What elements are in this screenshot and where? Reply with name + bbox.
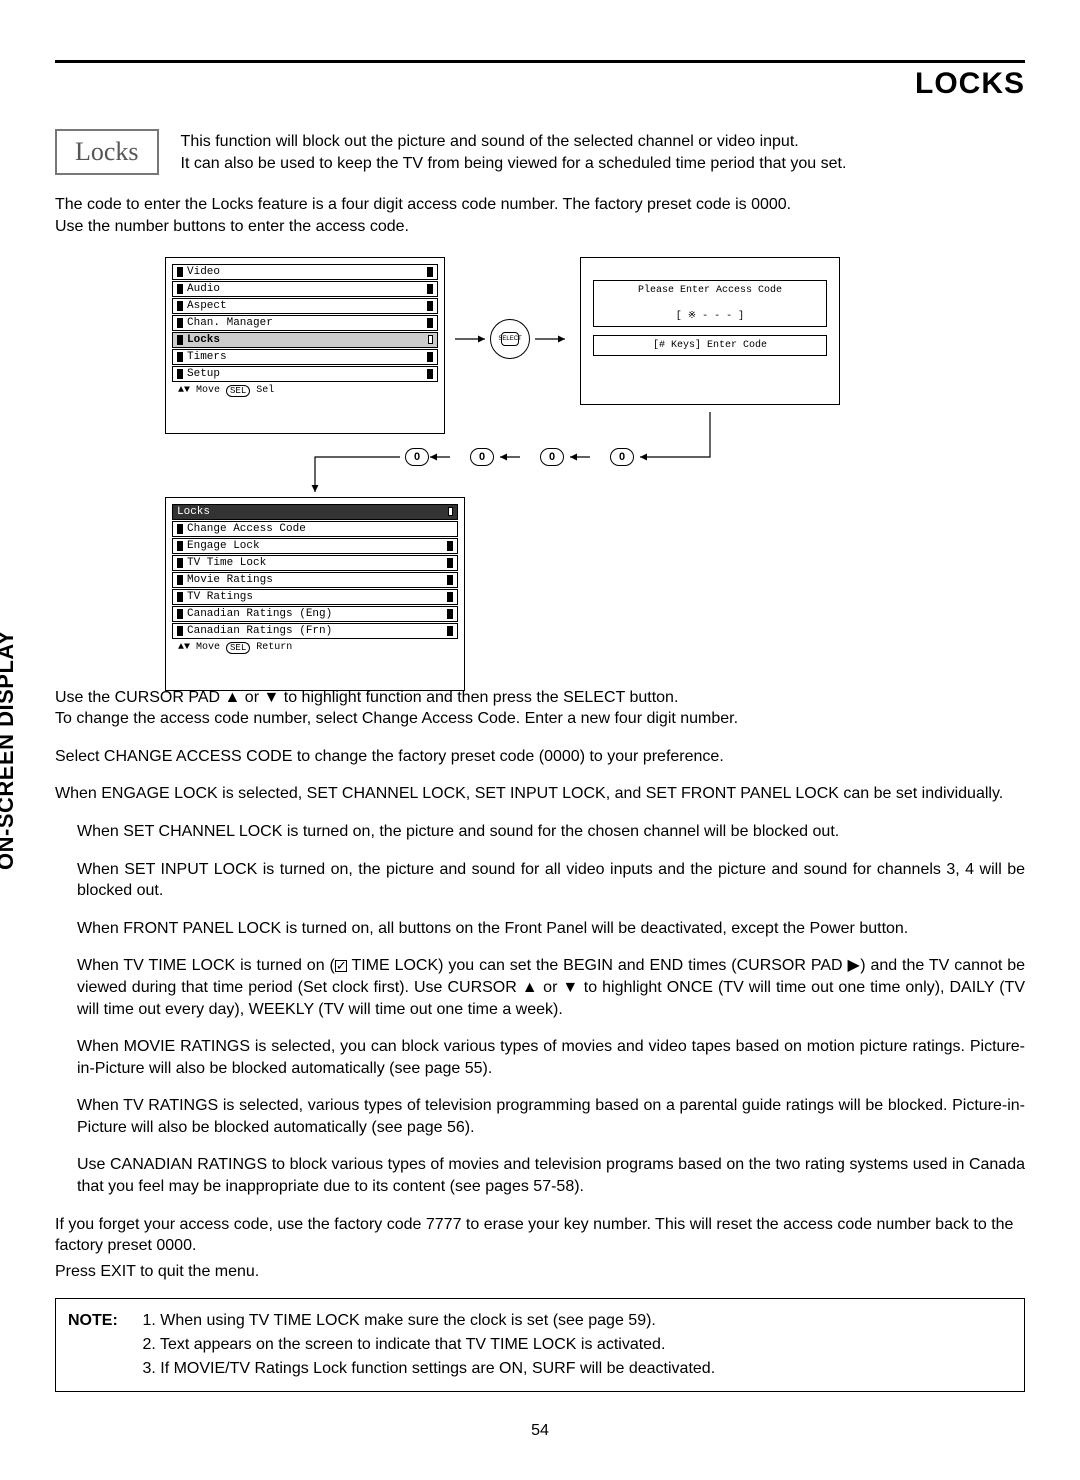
locks-section-box: Locks xyxy=(55,129,159,175)
submenu-canadian-eng: Canadian Ratings (Eng) xyxy=(172,606,458,622)
menu-item-audio: Audio xyxy=(172,281,438,297)
locks-submenu-panel: Locks Change Access Code Engage Lock TV … xyxy=(165,497,465,691)
checkbox-icon xyxy=(335,960,347,972)
submenu-tv-time-lock: TV Time Lock xyxy=(172,555,458,571)
para-channel-lock: When SET CHANNEL LOCK is turned on, the … xyxy=(77,821,1025,843)
text-line: To change the access code number, select… xyxy=(55,710,738,727)
para-movie-ratings: When MOVIE RATINGS is selected, you can … xyxy=(77,1036,1025,1079)
digit-pill-1: 0 xyxy=(405,448,429,466)
para-select-change: Select CHANGE ACCESS CODE to change the … xyxy=(55,746,1025,768)
submenu-change-access-code: Change Access Code xyxy=(172,521,458,537)
submenu-label: Movie Ratings xyxy=(187,574,273,586)
submenu-header-label: Locks xyxy=(177,506,210,518)
submenu-footer: ▲▼ Move SEL Return xyxy=(172,640,458,656)
submenu-label: Engage Lock xyxy=(187,540,260,552)
menu-label: Aspect xyxy=(187,300,227,312)
digit-pill-3: 0 xyxy=(540,448,564,466)
access-hint-box: [# Keys] Enter Code xyxy=(593,335,827,356)
para-forgot: If you forget your access code, use the … xyxy=(55,1214,1025,1257)
select-button-label: SELECT xyxy=(501,332,519,346)
digit-pill-2: 0 xyxy=(470,448,494,466)
menu-item-timers: Timers xyxy=(172,349,438,365)
submenu-label: Canadian Ratings (Frn) xyxy=(187,625,332,637)
para-tv-ratings: When TV RATINGS is selected, various typ… xyxy=(77,1095,1025,1138)
submenu-engage-lock: Engage Lock xyxy=(172,538,458,554)
submenu-canadian-frn: Canadian Ratings (Frn) xyxy=(172,623,458,639)
access-hint: [# Keys] Enter Code xyxy=(598,340,822,351)
note-item-2: 2. Text appears on the screen to indicat… xyxy=(142,1336,665,1353)
menu-label: Chan. Manager xyxy=(187,317,273,329)
menu-label: Video xyxy=(187,266,220,278)
text-line: Use the CURSOR PAD ▲ or ▼ to highlight f… xyxy=(55,689,678,706)
para-tv-time: When TV TIME LOCK is turned on ( TIME LO… xyxy=(77,955,1025,1020)
menu-label: Setup xyxy=(187,368,220,380)
menu-label: Timers xyxy=(187,351,227,363)
menu-item-setup: Setup xyxy=(172,366,438,382)
sel-pill: SEL xyxy=(226,385,250,397)
para-input-lock: When SET INPUT LOCK is turned on, the pi… xyxy=(77,859,1025,902)
menu-item-locks: Locks xyxy=(172,332,438,348)
intro-text: This function will block out the picture… xyxy=(181,129,1025,176)
note-item-1: 1. When using TV TIME LOCK make sure the… xyxy=(142,1312,655,1329)
submenu-label: Change Access Code xyxy=(187,523,306,535)
para-cursor-pad: Use the CURSOR PAD ▲ or ▼ to highlight f… xyxy=(55,687,1025,730)
para-canadian: Use CANADIAN RATINGS to block various ty… xyxy=(77,1154,1025,1197)
page-header-title: LOCKS xyxy=(55,67,1025,101)
note-item-3: 3. If MOVIE/TV Ratings Lock function set… xyxy=(142,1360,715,1377)
intro-line2: It can also be used to keep the TV from … xyxy=(181,153,1025,175)
menu-footer: ▲▼ Move SEL Sel xyxy=(172,383,438,399)
diagram-zone: Video Audio Aspect Chan. Manager Locks T… xyxy=(165,257,1025,687)
note-label: NOTE: xyxy=(68,1309,138,1333)
access-code-panel: Please Enter Access Code [ ※ - - - ] [# … xyxy=(580,257,840,405)
code-intro-line1: The code to enter the Locks feature is a… xyxy=(55,194,1025,216)
code-intro-line2: Use the number buttons to enter the acce… xyxy=(55,216,1025,238)
updown-icon: ▲▼ xyxy=(178,385,190,396)
select-button-icon: SELECT xyxy=(490,319,530,359)
para-front-panel: When FRONT PANEL LOCK is turned on, all … xyxy=(77,918,1025,940)
access-title-box: Please Enter Access Code [ ※ - - - ] xyxy=(593,280,827,327)
menu-item-video: Video xyxy=(172,264,438,280)
para-engage-lock: When ENGAGE LOCK is selected, SET CHANNE… xyxy=(55,783,1025,805)
sel-pill: SEL xyxy=(226,642,250,654)
updown-icon: ▲▼ xyxy=(178,642,190,653)
digit-pill-4: 0 xyxy=(610,448,634,466)
access-code-display: [ ※ - - - ] xyxy=(598,310,822,322)
submenu-label: TV Ratings xyxy=(187,591,253,603)
submenu-tv-ratings: TV Ratings xyxy=(172,589,458,605)
para-press-exit: Press EXIT to quit the menu. xyxy=(55,1261,1025,1283)
menu-item-aspect: Aspect xyxy=(172,298,438,314)
access-title: Please Enter Access Code xyxy=(598,285,822,296)
note-box: NOTE: 1. When using TV TIME LOCK make su… xyxy=(55,1298,1025,1392)
menu-label: Audio xyxy=(187,283,220,295)
footer-return: Return xyxy=(256,642,292,653)
footer-sel: Sel xyxy=(256,385,274,396)
submenu-label: TV Time Lock xyxy=(187,557,266,569)
footer-move: Move xyxy=(196,385,220,396)
footer-move: Move xyxy=(196,642,220,653)
submenu-header: Locks xyxy=(172,504,458,520)
page-number: 54 xyxy=(55,1422,1025,1440)
submenu-movie-ratings: Movie Ratings xyxy=(172,572,458,588)
main-osd-panel: Video Audio Aspect Chan. Manager Locks T… xyxy=(165,257,445,434)
menu-item-chan-manager: Chan. Manager xyxy=(172,315,438,331)
submenu-label: Canadian Ratings (Eng) xyxy=(187,608,332,620)
vertical-section-label: ON-SCREEN DISPLAY xyxy=(0,630,19,870)
intro-line1: This function will block out the picture… xyxy=(181,131,1025,153)
code-intro: The code to enter the Locks feature is a… xyxy=(55,194,1025,239)
menu-label: Locks xyxy=(187,334,220,346)
text-span: When TV TIME LOCK is turned on ( xyxy=(77,957,335,974)
